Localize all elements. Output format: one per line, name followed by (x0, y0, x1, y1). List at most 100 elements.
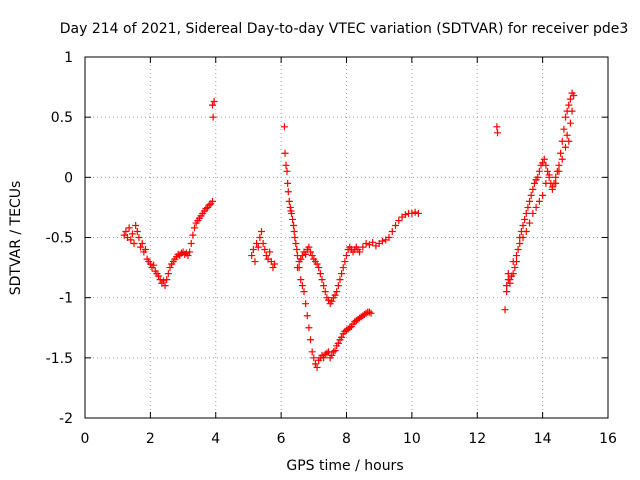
data-point (566, 95, 574, 103)
x-tick-label: 14 (534, 431, 552, 447)
data-point (150, 261, 158, 269)
data-point (135, 234, 143, 241)
data-point (414, 209, 422, 217)
data-point (133, 227, 141, 235)
data-point (137, 243, 145, 251)
data-point (411, 208, 419, 216)
y-tick-label: -0.5 (46, 231, 73, 247)
data-point (305, 324, 313, 332)
y-tick-label: -1 (59, 291, 73, 307)
data-point (208, 197, 216, 205)
data-point (334, 339, 342, 347)
data-point (308, 252, 316, 260)
data-point (311, 360, 319, 368)
data-point (509, 258, 517, 266)
data-point (128, 230, 136, 238)
y-tick-label: -1.5 (46, 351, 73, 367)
data-point (534, 173, 542, 181)
data-point (334, 282, 342, 290)
data-point (529, 185, 537, 193)
data-point (516, 240, 524, 248)
data-point (302, 300, 310, 308)
data-point (328, 297, 336, 305)
data-point (512, 252, 520, 260)
tick-labels: 0 2 4 6 8 10 12 14 16 -2 -1.5 -1 -0.5 0 0.5 1 (46, 50, 617, 447)
data-point (208, 101, 216, 109)
data-point (184, 252, 192, 260)
data-point (509, 270, 517, 278)
data-point (557, 149, 565, 157)
data-point (290, 227, 298, 235)
data-point (318, 276, 326, 284)
data-point (539, 191, 547, 199)
data-point (293, 264, 301, 272)
data-point (365, 308, 373, 316)
data-point (542, 179, 550, 187)
chart-title: Day 214 of 2021, Sidereal Day-to-day VTE… (60, 21, 629, 37)
data-point (132, 221, 140, 229)
data-point (408, 209, 416, 217)
data-point (341, 258, 349, 266)
data-point (560, 125, 568, 133)
data-point (130, 240, 138, 248)
data-point (336, 276, 344, 284)
data-point (530, 179, 538, 187)
y-axis-label: SDTVAR / TECUs (8, 181, 24, 296)
data-point (392, 221, 400, 229)
data-point (122, 227, 130, 235)
data-point (138, 240, 146, 248)
data-point (562, 143, 570, 151)
data-point (511, 264, 519, 272)
data-point (284, 179, 292, 187)
data-point (289, 215, 297, 223)
data-point (328, 351, 336, 359)
data-point (315, 264, 323, 272)
plot-frame (84, 56, 609, 419)
data-point (186, 248, 194, 256)
data-point (385, 234, 393, 241)
data-point (519, 234, 527, 241)
data-point (333, 288, 341, 296)
data-point (285, 197, 293, 205)
data-point (529, 209, 537, 217)
data-point (298, 252, 306, 260)
data-point (339, 264, 347, 272)
data-point (503, 288, 511, 296)
data-point (248, 252, 256, 260)
data-point (329, 348, 337, 356)
data-point (504, 276, 512, 284)
data-point (284, 188, 292, 196)
data-point (519, 221, 527, 229)
data-point (266, 248, 274, 256)
grid-lines (85, 57, 608, 418)
y-tick-label: 0 (64, 170, 73, 186)
data-point (552, 173, 560, 181)
data-point (307, 248, 315, 256)
data-point (346, 324, 354, 332)
data-point (258, 227, 266, 235)
data-point (558, 137, 566, 145)
data-point (191, 224, 199, 232)
data-point (210, 98, 218, 106)
data-point (535, 197, 543, 205)
data-point (293, 246, 301, 254)
data-point (323, 349, 331, 357)
data-point (521, 215, 529, 223)
data-point (548, 183, 556, 191)
data-point (359, 243, 367, 251)
data-point (202, 205, 210, 213)
data-point (395, 217, 403, 225)
data-point (555, 161, 563, 169)
data-point (369, 238, 377, 246)
data-point (555, 167, 563, 175)
data-point (506, 279, 514, 287)
data-point (331, 291, 339, 299)
data-point (292, 240, 300, 248)
data-point (300, 288, 308, 296)
data-point (164, 270, 172, 278)
data-point (261, 246, 269, 254)
data-point (269, 264, 277, 272)
data-point (338, 333, 346, 341)
data-point (156, 276, 164, 284)
